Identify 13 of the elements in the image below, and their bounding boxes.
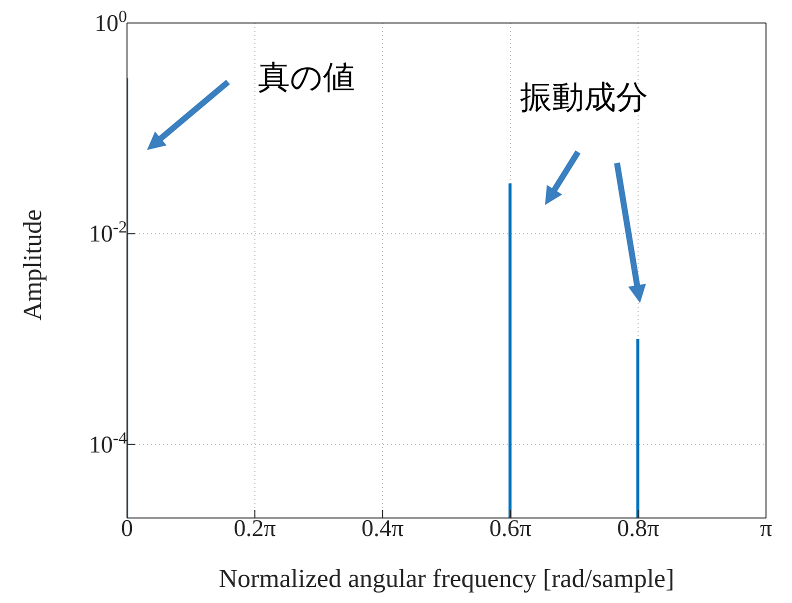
y-tick-label: 10$^{0}$ (94, 6, 127, 37)
x-tick-label: 0.6π (489, 516, 532, 542)
x-tick-label: π (760, 516, 772, 542)
y-tick-label: 10$^{-2}$ (88, 217, 127, 248)
annotation: 真の値 (258, 57, 355, 98)
x-tick-label: 0.2π (234, 516, 276, 542)
y-tick-label: 10$^{-4}$ (88, 428, 128, 458)
x-axis-title: Normalized angular frequency [rad/sample] (218, 564, 674, 593)
x-tick-label: 0.8π (617, 516, 660, 542)
x-tick-label: 0 (121, 516, 133, 542)
annotation: 振動成分 (520, 77, 648, 118)
y-axis-title: Amplitude (18, 209, 48, 320)
x-tick-label: 0.4π (362, 516, 404, 542)
